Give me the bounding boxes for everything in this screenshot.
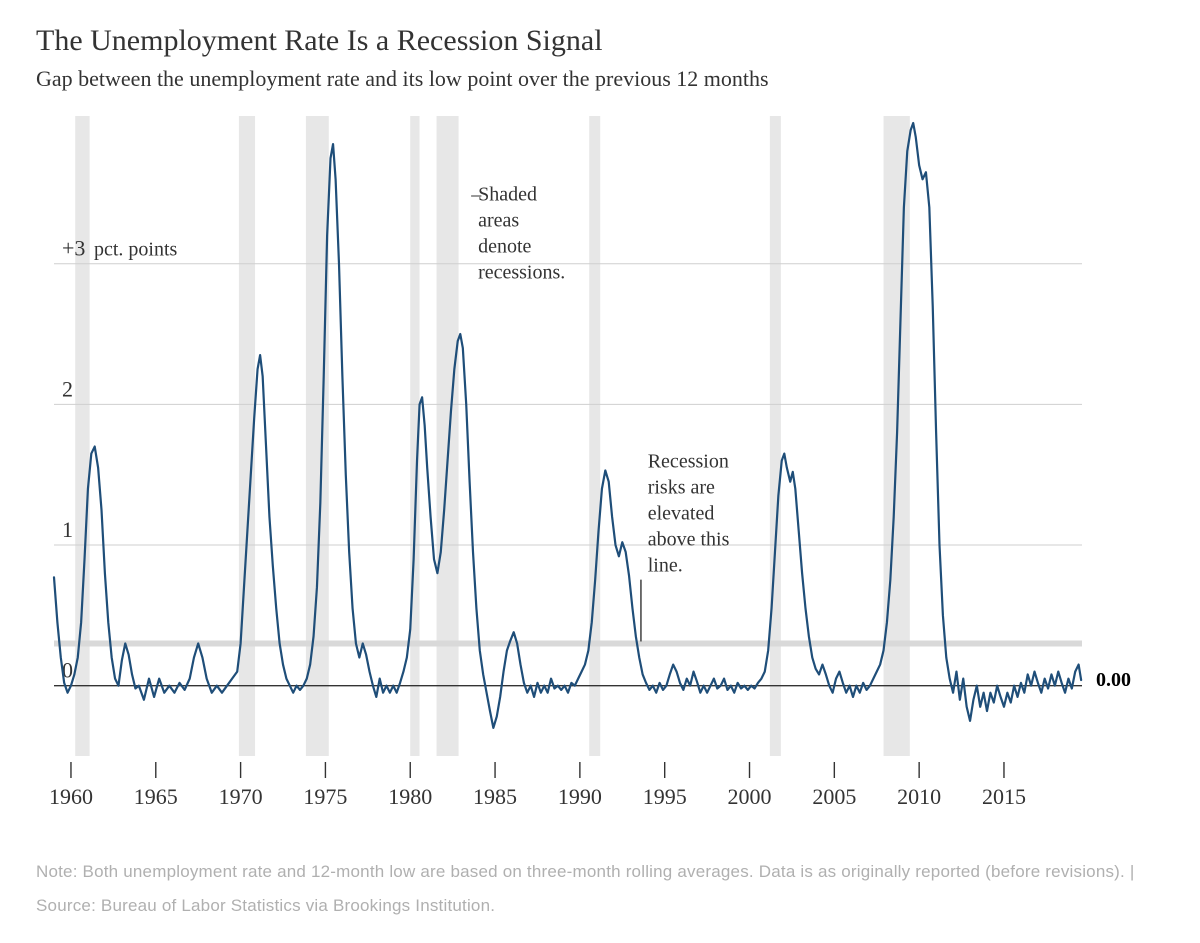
- svg-text:1: 1: [62, 517, 73, 542]
- svg-text:above this: above this: [648, 529, 730, 551]
- svg-text:line.: line.: [648, 555, 683, 577]
- svg-text:1995: 1995: [643, 784, 687, 809]
- svg-text:recessions.: recessions.: [478, 261, 565, 283]
- svg-text:+3: +3: [62, 236, 85, 261]
- line-chart: 012+3pct. points196019651970197519801985…: [36, 106, 1164, 826]
- svg-text:Recession: Recession: [648, 451, 729, 473]
- svg-text:1970: 1970: [219, 784, 263, 809]
- svg-text:2005: 2005: [812, 784, 856, 809]
- svg-text:elevated: elevated: [648, 503, 715, 525]
- svg-text:2: 2: [62, 376, 73, 401]
- chart-footnote: Note: Both unemployment rate and 12-mont…: [36, 855, 1164, 923]
- svg-text:1980: 1980: [388, 784, 432, 809]
- svg-text:2015: 2015: [982, 784, 1026, 809]
- svg-text:1985: 1985: [473, 784, 517, 809]
- svg-text:1960: 1960: [49, 784, 93, 809]
- svg-text:areas: areas: [478, 209, 519, 231]
- svg-text:2000: 2000: [728, 784, 772, 809]
- chart-subtitle: Gap between the unemployment rate and it…: [36, 66, 1164, 92]
- svg-text:1965: 1965: [134, 784, 178, 809]
- svg-text:denote: denote: [478, 235, 531, 257]
- chart-title: The Unemployment Rate Is a Recession Sig…: [36, 24, 1164, 58]
- svg-text:Shaded: Shaded: [478, 183, 537, 205]
- svg-text:2010: 2010: [897, 784, 941, 809]
- svg-text:1990: 1990: [558, 784, 602, 809]
- svg-text:pct. points: pct. points: [94, 239, 178, 261]
- svg-text:1975: 1975: [303, 784, 347, 809]
- svg-text:risks are: risks are: [648, 477, 715, 499]
- chart-area: 012+3pct. points196019651970197519801985…: [36, 106, 1164, 826]
- svg-text:0.00: 0.00: [1096, 669, 1131, 691]
